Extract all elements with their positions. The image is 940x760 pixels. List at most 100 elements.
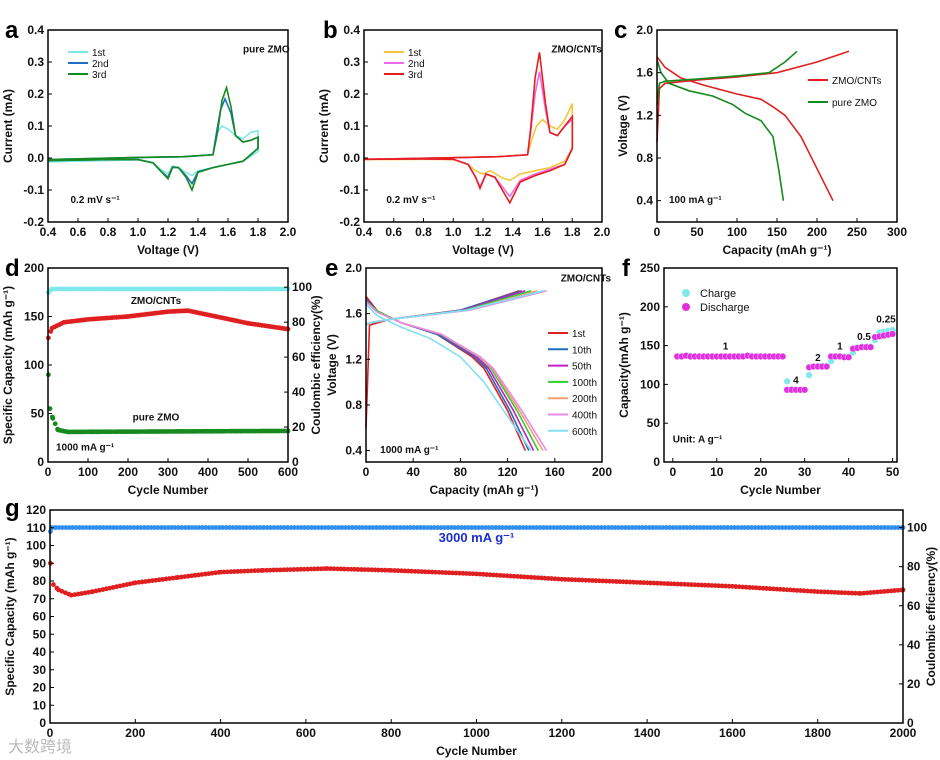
- data-point-specific-capacity: [607, 578, 612, 584]
- y-tick-label: 100: [26, 539, 46, 553]
- data-point-specific-capacity: [610, 578, 616, 584]
- data-point-specific-capacity: [402, 568, 408, 574]
- series-line-10th: [365, 290, 530, 451]
- data-point-specific-capacity: [842, 590, 848, 596]
- data-point-specific-capacity: [740, 584, 746, 590]
- data-point-coulombic-efficiency: [131, 525, 137, 530]
- panel-label: f: [622, 255, 631, 282]
- y2-tick-label: 40: [907, 638, 921, 652]
- x-tick-label: 1.2: [475, 225, 492, 239]
- data-point-coulombic-efficiency: [401, 525, 406, 530]
- plot-frame: [656, 29, 898, 223]
- series-line-50th: [365, 290, 535, 451]
- data-point-specific-capacity: [515, 574, 520, 579]
- legend-label: ZMO/CNTs: [832, 76, 881, 87]
- y2-tick-label: 20: [292, 420, 306, 434]
- data-point-coulombic-efficiency: [418, 525, 424, 530]
- data-point-specific-capacity: [504, 573, 510, 579]
- data-point-specific-capacity: [298, 566, 304, 572]
- data-point-coulombic-efficiency: [237, 525, 243, 530]
- x-tick-label: 1.2: [160, 225, 177, 239]
- plot-frame: [365, 267, 603, 463]
- data-point-specific-capacity: [528, 574, 534, 580]
- x-tick-label: 0.8: [415, 225, 432, 239]
- x-tick-label: 2.0: [594, 225, 611, 239]
- data-point-specific-capacity: [542, 575, 548, 581]
- y-tick-label: 100: [640, 377, 660, 391]
- data-point-coulombic-efficiency: [220, 525, 226, 530]
- x-tick-label: 10: [710, 465, 724, 479]
- data-point-specific-capacity: [774, 586, 780, 592]
- data-point-specific-capacity: [600, 578, 606, 584]
- annotation: 0.2 mV s⁻¹: [71, 195, 121, 206]
- data-point-specific-capacity: [538, 575, 544, 581]
- data-point-coulombic-efficiency: [257, 525, 263, 530]
- data-point-specific-capacity: [627, 579, 633, 585]
- data-point-specific-capacity: [267, 567, 273, 573]
- data-point-coulombic-efficiency: [148, 525, 154, 530]
- y-tick-label: 250: [640, 261, 660, 275]
- y2-tick-label: 40: [292, 385, 306, 399]
- data-point-coulombic-efficiency: [203, 525, 209, 530]
- data-point-specific-capacity: [277, 567, 283, 573]
- y2-tick-label: 60: [907, 599, 921, 613]
- data-point-discharge: [845, 353, 853, 361]
- data-point-specific-capacity: [671, 581, 677, 587]
- data-point-coulombic-efficiency: [390, 525, 396, 530]
- data-point-coulombic-efficiency: [803, 525, 809, 530]
- data-point-specific-capacity: [501, 573, 507, 579]
- data-point-specific-capacity: [443, 570, 449, 576]
- data-point-coulombic-efficiency: [834, 525, 840, 530]
- data-point-coulombic-efficiency: [80, 525, 86, 530]
- data-point-specific-capacity: [559, 576, 565, 582]
- panel-b: b 0.4 0.6 0.8 1.0 1.2 1.4 1.6 1.8 2.0 -0.2 -0.1 0.0 0…: [317, 17, 611, 257]
- panel-label: d: [5, 255, 20, 282]
- data-point-coulombic-efficiency: [155, 525, 161, 530]
- legend-label: 400th: [572, 411, 597, 422]
- data-point-coulombic-efficiency: [128, 525, 134, 530]
- data-point-coulombic-efficiency: [541, 525, 546, 530]
- data-point-specific-capacity: [376, 567, 381, 573]
- y2-tick-label: 0: [907, 716, 914, 730]
- y-tick-label: 1.6: [345, 307, 362, 321]
- data-point-coulombic-efficiency: [889, 525, 894, 530]
- data-point-specific-capacity: [429, 569, 435, 575]
- data-point-coulombic-efficiency: [472, 525, 478, 530]
- data-point-specific-capacity: [675, 581, 681, 587]
- annotation: 1: [723, 341, 729, 352]
- data-point-specific-capacity: [689, 582, 694, 588]
- data-point-specific-capacity: [305, 566, 311, 572]
- y-tick-label: 1.2: [636, 108, 653, 122]
- data-point-specific-capacity: [409, 568, 415, 574]
- data-point-specific-capacity: [631, 579, 636, 585]
- data-point-specific-capacity: [480, 571, 486, 577]
- data-point-coulombic-efficiency: [663, 525, 669, 530]
- data-point-coulombic-efficiency: [445, 525, 451, 530]
- x-axis-label: Voltage (V): [452, 243, 514, 257]
- data-point-specific-capacity: [355, 567, 361, 572]
- data-point-coulombic-efficiency: [346, 525, 352, 530]
- x-tick-label: 1600: [719, 726, 746, 740]
- data-point-specific-capacity: [798, 588, 804, 593]
- watermark: 大数跨境: [8, 737, 72, 756]
- x-tick-label: 800: [381, 726, 401, 740]
- data-point-specific-capacity: [221, 569, 227, 575]
- data-point-coulombic-efficiency: [885, 525, 891, 530]
- data-point-specific-capacity: [706, 582, 711, 588]
- data-point-coulombic-efficiency: [544, 525, 550, 530]
- data-point-coulombic-efficiency: [554, 525, 560, 530]
- data-point-specific-capacity: [284, 567, 290, 573]
- data-point-specific-capacity: [358, 567, 364, 572]
- series-line-1st: [363, 103, 574, 182]
- data-point-coulombic-efficiency: [264, 525, 270, 530]
- x-tick-label: 0: [363, 465, 370, 479]
- data-point-specific-capacity: [678, 581, 684, 587]
- x-tick-label: 0: [47, 726, 54, 740]
- data-point-coulombic-efficiency: [728, 525, 734, 530]
- data-point-specific-capacity: [835, 590, 841, 595]
- legend-label: 2nd: [408, 59, 425, 70]
- data-point-coulombic-efficiency: [189, 525, 195, 530]
- series-line-200th: [365, 290, 544, 452]
- series-line-3rd: [47, 84, 259, 193]
